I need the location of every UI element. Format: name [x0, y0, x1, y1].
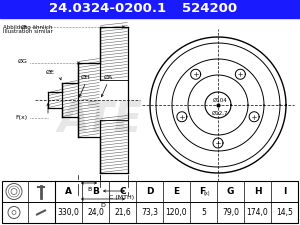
Text: ØI: ØI — [21, 25, 28, 29]
Text: 174,0: 174,0 — [247, 208, 268, 217]
Text: C (MTH): C (MTH) — [110, 195, 135, 200]
Text: G: G — [227, 187, 234, 196]
Text: H: H — [254, 187, 261, 196]
Text: 5: 5 — [201, 208, 206, 217]
Text: Ø12,7: Ø12,7 — [212, 110, 228, 115]
Text: ØE: ØE — [46, 70, 54, 75]
Text: B: B — [87, 187, 91, 192]
Text: Illustration similar: Illustration similar — [3, 29, 53, 34]
Text: 21,6: 21,6 — [114, 208, 131, 217]
Text: ATE: ATE — [58, 99, 142, 141]
Text: 120,0: 120,0 — [166, 208, 187, 217]
Text: D: D — [100, 203, 105, 208]
Text: 24.0324-0200.1: 24.0324-0200.1 — [50, 2, 166, 16]
Text: Ø104: Ø104 — [213, 97, 227, 103]
Text: ØG: ØG — [18, 58, 28, 63]
Text: ØH: ØH — [81, 75, 91, 80]
Text: F(x): F(x) — [16, 115, 28, 121]
Text: ØA: ØA — [103, 75, 112, 80]
Text: F: F — [200, 187, 206, 196]
Text: C: C — [119, 187, 126, 196]
Text: Abbildung ähnlich: Abbildung ähnlich — [3, 25, 52, 30]
Text: 524200: 524200 — [182, 2, 238, 16]
Text: 14,5: 14,5 — [276, 208, 293, 217]
Text: E: E — [173, 187, 180, 196]
Text: 330,0: 330,0 — [58, 208, 80, 217]
Text: 79,0: 79,0 — [222, 208, 239, 217]
Text: 24,0: 24,0 — [87, 208, 104, 217]
Text: (x): (x) — [203, 191, 210, 196]
Text: I: I — [283, 187, 286, 196]
Text: A: A — [65, 187, 72, 196]
Bar — [0, 0, 300, 18]
Text: B: B — [92, 187, 99, 196]
Text: D: D — [146, 187, 153, 196]
Text: 73,3: 73,3 — [141, 208, 158, 217]
Bar — [2, 181, 298, 223]
